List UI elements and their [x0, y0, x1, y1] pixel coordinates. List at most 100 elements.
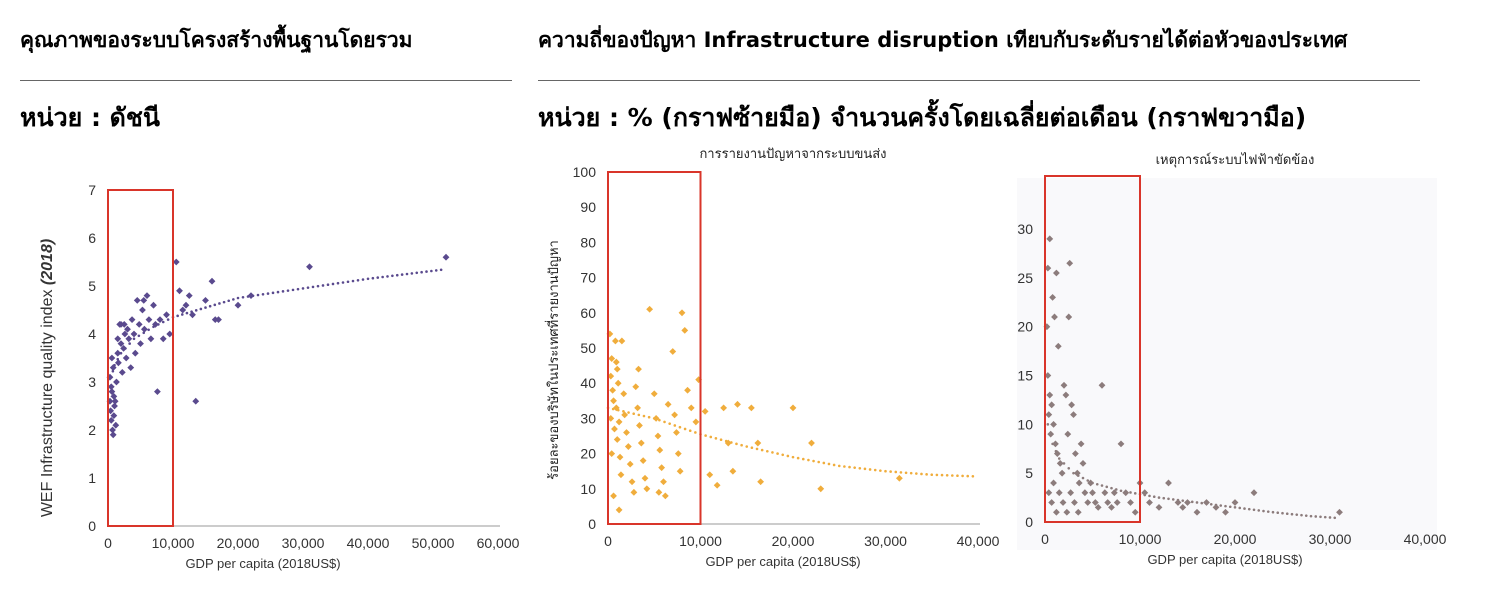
chart3-data-point: [1058, 469, 1066, 477]
chart2-trendline-dot: [945, 474, 949, 477]
chart3-trendline-dot: [1057, 457, 1061, 460]
chart2-data-point: [632, 383, 640, 391]
chart3-data-point: [1131, 508, 1139, 516]
chart2-data-point: [643, 485, 651, 493]
chart2-trendline-dot: [920, 472, 923, 476]
chart1-data-point: [130, 330, 138, 338]
chart3-data-point: [1051, 313, 1058, 321]
chart2-y-tick-label: 100: [573, 164, 597, 180]
chart1-data-point: [121, 330, 129, 338]
chart2-y-tick-label: 10: [580, 481, 596, 497]
chart3-data-point: [1063, 508, 1071, 516]
chart3-data-point: [1050, 420, 1057, 428]
chart2-trendline-dot: [961, 474, 964, 478]
chart2-trendline-dot: [668, 422, 671, 425]
chart1-data-point: [115, 359, 122, 367]
chart2-data-point: [789, 404, 797, 412]
chart3-data-point: [1054, 342, 1062, 350]
chart2-trendline-dot: [776, 452, 779, 455]
chart1-trendline-dot: [281, 290, 285, 293]
chart3-trendline-dot: [1148, 494, 1151, 498]
chart3-data-point: [1072, 450, 1079, 458]
chart3-data-point: [1070, 411, 1077, 418]
chart3-data-point: [1165, 479, 1172, 487]
chart1-trendline-dot: [166, 318, 170, 321]
chart1-trendline-dot: [194, 309, 198, 312]
chart1-y-tick-label: 3: [88, 374, 96, 390]
right-heading: ความถี่ของปัญหา Infrastructure disruptio…: [538, 28, 1348, 52]
chart3-data-point: [1056, 460, 1064, 467]
chart3-trendline-dot: [1152, 495, 1156, 499]
chart3-data-point: [1117, 440, 1125, 448]
chart3-trendline-dot: [1300, 513, 1303, 517]
chart3-trendline-dot: [1224, 504, 1227, 508]
chart1-trendline-dot: [301, 287, 305, 290]
chart2-trendline-dot: [966, 474, 970, 478]
chart3-data-point: [1193, 508, 1201, 516]
chart2-trendline-dot: [791, 455, 795, 459]
chart3-data-point: [1075, 479, 1083, 487]
chart2-trendline-dot: [796, 456, 800, 460]
chart1-data-point: [117, 340, 125, 347]
chart1-trendline-dot: [236, 296, 240, 300]
chart3-data-point: [1094, 503, 1102, 511]
chart1-y-axis-label: WEF Infrastructure quality index (2018): [39, 239, 56, 517]
chart2-x-tick-label: 10,000: [679, 533, 722, 549]
chart3-trendline-dot: [1110, 486, 1113, 490]
chart3-data-point: [1060, 381, 1068, 389]
chart1-trendline-dot: [306, 286, 310, 289]
chart2-trendline-dot: [637, 413, 641, 417]
chart1-data-point: [154, 388, 161, 395]
chart2-data-point: [636, 422, 643, 429]
chart1-trendline-dot: [400, 273, 404, 276]
chart1-trendline-dot: [227, 299, 231, 303]
chart2-highlight-box: [607, 171, 702, 525]
chart1-x-tick-label: 60,000: [477, 535, 520, 551]
chart1-trendline-dot: [213, 303, 217, 307]
chart1-data-point: [159, 335, 167, 343]
chart3-data-point: [1047, 430, 1055, 438]
chart3-data-point: [1091, 499, 1099, 506]
chart3-trendline-dot: [1295, 513, 1299, 516]
chart2-x-tick-label: 40,000: [957, 533, 1000, 549]
chart1-trendline-dot: [311, 285, 315, 289]
chart1-data-point: [139, 306, 146, 314]
chart2-data-point: [607, 372, 615, 380]
chart1-trendline-dot: [346, 280, 350, 284]
chart3-data-point: [1081, 489, 1089, 497]
chart1-data-point: [112, 421, 120, 429]
chart1-highlight-box: [107, 189, 174, 527]
chart1-trendline-dot: [261, 293, 265, 296]
chart2-y-tick-label: 80: [580, 234, 596, 250]
chart1-trendline-dot: [321, 284, 325, 287]
chart3-trendline-dot: [1086, 479, 1090, 482]
chart2-trendline-dot: [827, 462, 831, 466]
chart2-x-tick-label: 0: [604, 533, 612, 549]
chart3-trendline-dot: [1319, 515, 1322, 519]
chart1-data-point: [189, 311, 196, 319]
chart1-data-point: [145, 316, 153, 323]
chart3-trendline-dot: [1133, 492, 1137, 495]
chart2-trendline-dot: [925, 473, 928, 476]
chart2-trendline-dot: [678, 425, 682, 429]
chart3-data-point: [1046, 235, 1054, 243]
chart2-trendline-dot: [837, 464, 841, 468]
chart3-data-point: [1087, 479, 1094, 487]
chart1-data-point: [114, 349, 122, 357]
chart1-data-point: [163, 311, 170, 319]
chart3-data-point: [1101, 489, 1109, 497]
chart2-data-point: [614, 379, 622, 387]
chart2-trendline-dot: [627, 411, 630, 414]
chart1-trendline-dot: [276, 290, 280, 294]
chart3-data-point: [1055, 489, 1063, 497]
chart3-data-point: [1059, 499, 1067, 506]
chart3-data-point: [1044, 264, 1052, 272]
chart1-trendline-dot: [366, 277, 370, 281]
chart2-data-point: [610, 397, 617, 405]
chart1-y-tick-label: 1: [88, 470, 96, 486]
chart3-data-point: [1098, 381, 1106, 389]
chart2-data-point: [617, 471, 625, 479]
chart2-data-point: [654, 432, 662, 440]
chart2-trendline-dot: [863, 467, 867, 471]
chart2-trendline-dot: [622, 410, 625, 413]
